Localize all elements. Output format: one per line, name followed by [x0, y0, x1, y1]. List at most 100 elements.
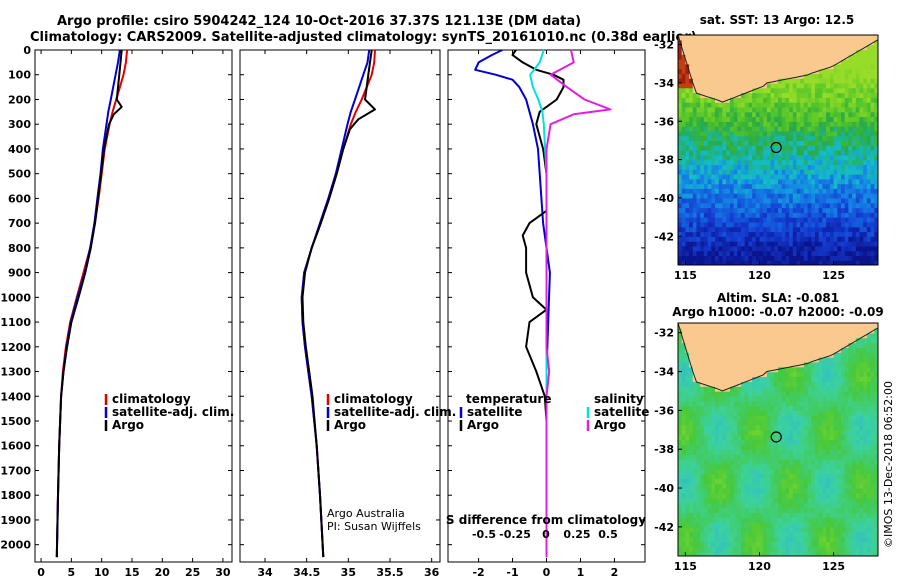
sla-map-cell	[781, 434, 786, 441]
sst-map-cell	[748, 49, 753, 55]
sla-map-cell	[811, 405, 816, 411]
sst-map-cell	[800, 35, 805, 41]
diff-series-temperature-satellite	[474, 49, 551, 558]
sst-map-cell	[689, 159, 694, 165]
sst-map-cell	[811, 193, 816, 199]
sst-map-cell	[744, 221, 749, 228]
sst-map-cell	[855, 92, 861, 98]
sla-map-cell	[770, 541, 775, 547]
sla-map-cell	[855, 444, 861, 450]
sst-map-cell	[803, 68, 809, 74]
sla-map-cell	[718, 502, 723, 509]
sst-map-cell	[841, 140, 846, 146]
sst-map-cell	[763, 68, 768, 74]
sst-map-cell	[718, 130, 723, 137]
sst-map-cell	[711, 188, 716, 194]
sla-map-cell	[718, 429, 723, 436]
sst-map-cell	[752, 231, 757, 237]
sla-map-cell	[792, 405, 798, 411]
sst-map-cell	[841, 92, 846, 98]
sla-map-cell	[770, 522, 775, 528]
sst-map-cell	[841, 121, 846, 127]
sla-map-cell	[841, 551, 846, 556]
sla-map-cell	[778, 434, 783, 441]
sst-map-cell	[726, 197, 731, 204]
sst-map-cell	[692, 207, 698, 213]
sst-map-cell	[696, 159, 701, 165]
sst-map-cell	[807, 159, 812, 165]
sst-map-cell	[829, 126, 835, 132]
sla-map-cell	[711, 468, 716, 475]
sst-map-cell	[826, 44, 831, 50]
sla-map-cell	[703, 483, 709, 489]
sst-map-cell	[866, 245, 872, 252]
sla-map-cell	[833, 444, 838, 450]
sla-map-cell	[707, 429, 712, 436]
sst-map-cell	[741, 169, 746, 175]
sst-map-cell	[774, 106, 779, 113]
sla-map-cell	[852, 488, 857, 494]
sst-map-cell	[681, 236, 686, 242]
sla-map-cell	[855, 420, 861, 426]
sst-map-cell	[692, 116, 698, 122]
sst-map-cell	[692, 217, 698, 223]
sst-map-cell	[818, 126, 823, 132]
sla-map-cell	[763, 458, 768, 465]
sst-map-cell	[696, 106, 701, 113]
sla-map-cell	[822, 551, 827, 556]
sst-map-cell	[678, 35, 683, 41]
sst-map-cell	[729, 92, 735, 98]
sst-map-cell	[741, 121, 746, 127]
sla-map-cell	[729, 497, 735, 504]
sla-map-cell	[859, 429, 864, 436]
sst-map-cell	[752, 126, 757, 132]
sla-map-cell	[729, 420, 735, 426]
sst-map-cell	[711, 68, 716, 74]
sst-map-cell	[678, 116, 683, 122]
sla-map-cell	[789, 405, 794, 411]
sla-map-cell	[796, 405, 801, 411]
sla-map-cell	[752, 429, 757, 436]
sst-map-cell	[692, 221, 698, 228]
sst-map-cell	[833, 207, 838, 213]
sla-map-cell	[759, 449, 764, 455]
sla-map-cell	[822, 483, 827, 489]
sla-map-cell	[844, 444, 849, 450]
sst-map-cell	[707, 178, 712, 185]
sla-map-cell	[681, 361, 686, 368]
sst-map-cell	[729, 49, 735, 55]
sst-map-cell	[829, 178, 835, 185]
sst-map-cell	[678, 106, 683, 113]
sst-map-cell	[803, 250, 809, 256]
sla-map-cell	[796, 497, 801, 504]
sst-map-cell	[703, 78, 709, 84]
sst-map-cell	[818, 236, 823, 242]
sla-map-cell	[803, 517, 809, 523]
sla-map-cell	[748, 420, 753, 426]
sst-map-cell	[803, 130, 809, 137]
sst-map-cell	[807, 241, 812, 247]
sst-map-cell	[692, 245, 698, 252]
sst-map-cell	[807, 116, 812, 122]
sst-map-cell	[852, 250, 857, 256]
sla-map-cell	[822, 488, 827, 494]
sla-map-cell	[678, 502, 683, 509]
sla-map-cell	[848, 371, 853, 377]
sla-map-cell	[692, 391, 698, 397]
sst-map-cell	[778, 197, 783, 204]
sst-map-cell	[852, 154, 857, 161]
sst-map-cell	[785, 207, 790, 213]
sst-map-cell	[689, 44, 694, 50]
sst-map-cell	[774, 44, 779, 50]
sla-map-cell	[696, 536, 701, 543]
sst-map-cell	[707, 241, 712, 247]
sla-map-cell	[778, 531, 783, 538]
sst-map-cell	[792, 63, 798, 70]
sla-map-cell	[818, 478, 823, 484]
sst-map-cell	[803, 207, 809, 213]
sst-map-cell	[707, 145, 712, 151]
sla-map-cell	[803, 376, 809, 382]
sst-map-cell	[781, 260, 786, 265]
sst-map-cell	[874, 188, 878, 194]
sst-map-cell	[874, 82, 878, 89]
